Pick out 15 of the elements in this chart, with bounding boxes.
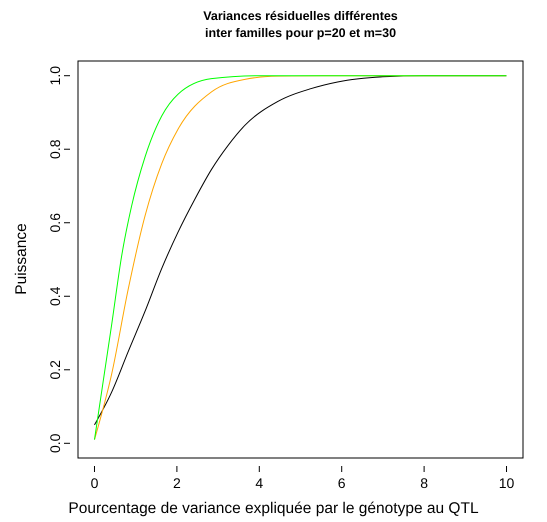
x-tick-label: 8: [420, 475, 428, 491]
y-tick-label: 0.4: [47, 286, 63, 306]
y-tick-label: 0.6: [47, 212, 63, 232]
x-tick-label: 2: [172, 475, 181, 491]
x-axis-title: Pourcentage de variance expliquée par le génotype au QTL: [67, 500, 480, 518]
x-tick-label: 0: [90, 475, 99, 491]
y-axis-title: Puissance: [13, 222, 31, 296]
y-tick-label: 0.2: [47, 360, 63, 380]
x-tick-label: 6: [338, 475, 346, 491]
x-tick-label: 10: [498, 475, 515, 491]
chart-title: Variances résiduelles différentes inter familles pour p=20 et m=30: [202, 8, 399, 42]
y-tick-label: 0.8: [47, 139, 63, 159]
y-tick-label: 1.0: [47, 66, 63, 86]
y-tick-label: 0.0: [47, 433, 63, 454]
x-tick-label: 4: [255, 475, 264, 491]
